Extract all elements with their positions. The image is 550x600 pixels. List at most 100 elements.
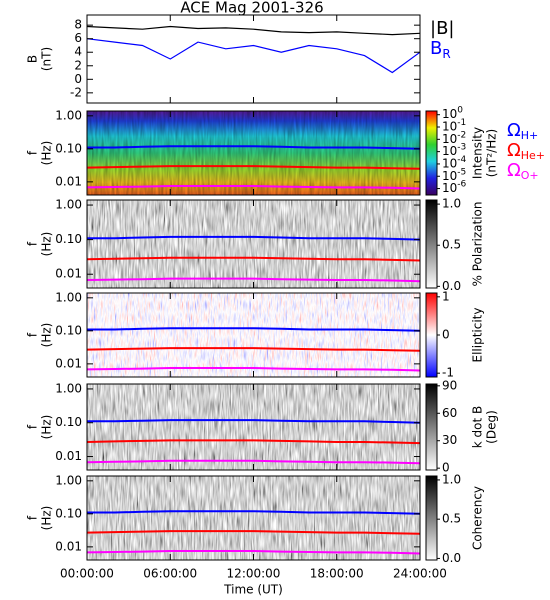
spectrogram-texture — [87, 111, 420, 195]
colorbar-tick-label: 0.0 — [442, 551, 461, 565]
colorbar-tick-exponent: -6 — [457, 179, 466, 189]
y-tick-label: 0.10 — [55, 506, 82, 520]
series-line — [87, 510, 421, 515]
x-tick-label: 06:00:00 — [143, 567, 197, 581]
colorbar-tick-exponent: -4 — [457, 154, 466, 164]
colorbar-tick-exponent: -3 — [457, 142, 466, 152]
y-axis-label: f — [26, 150, 40, 155]
y-axis-label: (Hz) — [40, 415, 54, 440]
colorbar — [425, 292, 438, 378]
series-line — [86, 459, 421, 465]
legend-subscript: H+ — [521, 129, 539, 142]
colorbar-tick-label: 0.0 — [442, 279, 461, 293]
y-tick-label: 0.10 — [55, 415, 82, 429]
series-line — [86, 256, 421, 262]
y-axis-label: (nT) — [40, 47, 54, 71]
series-line — [87, 145, 421, 150]
colorbar-tick-label: -1 — [442, 366, 454, 380]
y-tick-label: 2 — [74, 58, 82, 72]
x-tick-label: 12:00:00 — [227, 567, 281, 581]
y-tick-label: 0.01 — [55, 356, 82, 370]
colorbar — [425, 110, 438, 196]
y-tick-label: 0.10 — [55, 232, 82, 246]
legend-label: BR — [430, 38, 451, 61]
spectrogram-background — [87, 200, 420, 288]
colorbar-tick-label: 1 — [442, 289, 450, 303]
y-axis-label: (Hz) — [40, 141, 54, 166]
x-axis-label: Time (UT) — [223, 583, 283, 597]
y-tick-label: 0.01 — [55, 539, 82, 553]
x-tick-label: 24:00:00 — [393, 567, 447, 581]
colorbar-tick-label: 0 — [442, 461, 450, 475]
y-axis-label: f — [26, 424, 40, 429]
series-line — [86, 277, 421, 283]
colorbar-tick-label: 90 — [442, 378, 457, 392]
y-axis-label: f — [26, 241, 40, 246]
colorbar — [425, 383, 438, 471]
colorbar-tick-exponent: 0 — [457, 105, 463, 115]
colorbar-label: Intensity — [471, 127, 485, 179]
y-tick-label: -2 — [70, 85, 82, 99]
colorbar-label: (nT²/Hz) — [485, 129, 499, 177]
colorbar-tick-exponent: -5 — [457, 167, 466, 177]
x-tick-label: 18:00:00 — [310, 567, 364, 581]
y-axis-label: f — [26, 515, 40, 520]
y-tick-label: 0.01 — [55, 174, 82, 188]
series-line — [86, 550, 421, 555]
y-axis-label: (Hz) — [40, 232, 54, 257]
y-axis-label: (Hz) — [40, 323, 54, 348]
series-line — [86, 25, 421, 36]
colorbar-tick-label: 10-6 — [442, 179, 467, 195]
y-tick-label: 1.00 — [55, 473, 82, 487]
series-line — [86, 439, 421, 445]
y-tick-label: 0.10 — [55, 141, 82, 155]
legend-subscript: O+ — [521, 169, 539, 182]
chart-title: ACE Mag 2001-326 — [180, 0, 323, 17]
spectrogram-background — [87, 476, 420, 560]
y-tick-label: 0.01 — [55, 449, 82, 463]
colorbar-label: (Deg) — [485, 410, 499, 444]
y-axis-label: f — [26, 332, 40, 337]
x-tick-label: 00:00:00 — [60, 567, 114, 581]
colorbar-label: Coherency — [471, 486, 485, 550]
legend-label: ΩO+ — [507, 160, 539, 182]
colorbar-tick-label: 30 — [442, 433, 457, 447]
y-tick-label: 0.01 — [55, 267, 82, 281]
spectrogram-background — [87, 293, 420, 377]
series-line — [87, 327, 421, 332]
y-tick-label: 0 — [74, 72, 82, 86]
colorbar-tick-label: 60 — [442, 406, 457, 420]
spectrogram-background — [87, 384, 420, 470]
legend-label: ΩH+ — [507, 120, 538, 142]
y-axis-label: B — [26, 55, 40, 63]
y-tick-label: 1.00 — [55, 381, 82, 395]
colorbar-tick-label: 1.0 — [442, 197, 461, 211]
series-line — [86, 185, 421, 190]
colorbar-tick-label: 0.5 — [442, 512, 461, 526]
series-line — [86, 38, 421, 74]
y-tick-label: 1.00 — [55, 198, 82, 212]
y-axis-label: (Hz) — [40, 506, 54, 531]
colorbar-label: Ellipticity — [471, 308, 485, 363]
y-tick-label: 8 — [74, 18, 82, 32]
series-line — [86, 367, 421, 372]
y-tick-label: 1.00 — [55, 290, 82, 304]
colorbar-tick-label: 0 — [442, 328, 450, 342]
y-tick-label: 6 — [74, 31, 82, 45]
y-tick-label: 4 — [74, 45, 82, 59]
legend-subscript: R — [442, 47, 450, 61]
colorbar-label: % Polarization — [471, 202, 485, 287]
colorbar-tick-exponent: -2 — [457, 130, 466, 140]
series-line — [86, 165, 421, 170]
colorbar-tick-label: 0.5 — [442, 238, 461, 252]
y-tick-label: 0.10 — [55, 323, 82, 337]
colorbar — [425, 475, 438, 561]
colorbar — [425, 199, 438, 289]
series-line — [87, 235, 421, 241]
colorbar-label: k dot B — [471, 406, 485, 448]
series-line — [86, 347, 421, 352]
legend-label: |B| — [430, 18, 454, 39]
series-line — [87, 419, 421, 424]
y-tick-label: 1.00 — [55, 108, 82, 122]
